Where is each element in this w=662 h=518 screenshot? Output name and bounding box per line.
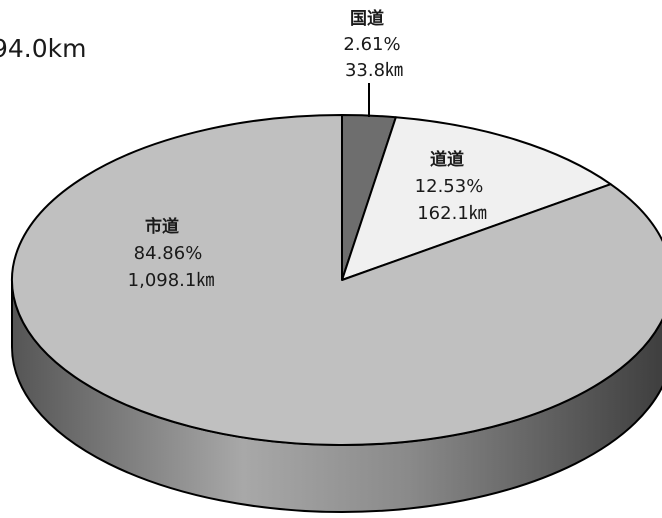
pie-slice-shido xyxy=(11,114,662,446)
slice-label-name-shido: 市道 xyxy=(145,216,179,237)
slice-label-name-kokudo: 国道 xyxy=(350,8,384,29)
pie-slice-dodo xyxy=(341,116,612,281)
slice-label-percent-dodo: 12.53% xyxy=(415,176,484,197)
slice-label-name-dodo: 道道 xyxy=(430,149,464,170)
slice-label-percent-shido: 84.86% xyxy=(134,243,203,264)
slice-label-length-kokudo: 33.8㎞ xyxy=(345,60,403,81)
slice-label-length-dodo: 162.1㎞ xyxy=(417,203,487,224)
slice-label-length-shido: 1,098.1㎞ xyxy=(128,270,215,291)
slice-label-percent-kokudo: 2.61% xyxy=(343,34,400,55)
total-length-label: 94.0km xyxy=(0,34,87,63)
